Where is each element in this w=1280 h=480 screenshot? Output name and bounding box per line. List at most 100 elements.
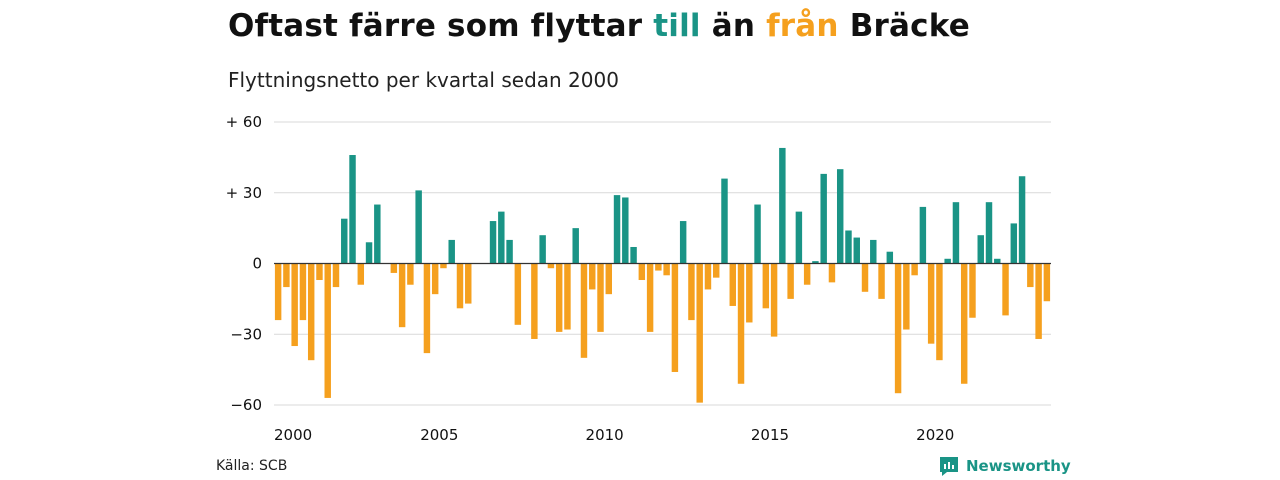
bar <box>977 235 984 264</box>
bar <box>845 230 852 264</box>
gridlines <box>274 121 1051 406</box>
bar <box>729 263 736 306</box>
bar <box>853 237 860 264</box>
y-tick-label: + 60 <box>226 113 262 131</box>
bar <box>316 263 323 281</box>
bar <box>539 235 546 264</box>
bar <box>547 263 555 269</box>
bar <box>423 263 431 354</box>
bar <box>324 263 331 398</box>
newsworthy-logo-icon <box>940 457 958 476</box>
bar <box>754 204 761 264</box>
y-tick-label: −30 <box>230 325 262 343</box>
x-tick-label: 2010 <box>586 426 624 444</box>
bar <box>630 246 637 264</box>
bar <box>1010 223 1018 264</box>
bar <box>415 190 422 264</box>
bar <box>762 263 770 309</box>
bar <box>465 263 472 304</box>
bar <box>638 263 646 281</box>
bar <box>498 211 505 264</box>
x-tick-label: 2005 <box>420 426 458 444</box>
bar <box>994 258 1001 264</box>
bar <box>622 197 629 264</box>
bar <box>283 263 290 288</box>
bar <box>696 263 703 403</box>
bars <box>274 147 1051 403</box>
bar <box>489 221 497 264</box>
bar <box>514 263 522 325</box>
bar <box>349 155 356 264</box>
axes: + 60 + 30 0 −30 −60 2000 2005 2010 2015 2020 <box>226 113 1051 444</box>
title-part-3: Bräcke <box>838 8 970 44</box>
bar <box>655 263 662 271</box>
bar <box>589 263 596 290</box>
chart-subtitle: Flyttningsnetto per kvartal sedan 2000 <box>228 68 619 92</box>
title-part-1: Oftast färre som flyttar <box>228 8 654 44</box>
bar <box>679 221 687 264</box>
bar <box>795 211 803 264</box>
title-part-2: än <box>700 8 767 44</box>
bar <box>812 261 819 264</box>
bar <box>1002 263 1009 316</box>
bar <box>713 263 720 278</box>
brand-logo: Newsworthy <box>938 455 1071 477</box>
bar <box>291 263 298 347</box>
bar <box>878 263 885 299</box>
bar <box>299 263 307 321</box>
bar <box>1043 263 1051 302</box>
bar <box>911 263 918 276</box>
bar <box>605 263 612 295</box>
bar <box>332 263 340 288</box>
bar <box>770 263 778 337</box>
bar <box>613 195 621 264</box>
bar <box>307 263 315 361</box>
bar <box>952 202 960 264</box>
bar <box>440 263 447 269</box>
bar <box>903 263 910 330</box>
bar <box>787 263 794 299</box>
bar <box>944 258 951 264</box>
bar <box>274 263 282 321</box>
bar <box>746 263 753 323</box>
bar <box>1018 176 1026 264</box>
x-tick-label: 2000 <box>274 426 312 444</box>
bar <box>960 263 968 384</box>
bar <box>531 263 538 339</box>
bar <box>597 263 604 332</box>
bar <box>704 263 712 290</box>
bar <box>820 173 827 264</box>
bar <box>721 178 728 264</box>
title-highlight-till: till <box>653 8 701 44</box>
bar <box>985 202 993 264</box>
bar <box>506 239 513 264</box>
bar <box>886 251 894 264</box>
bar <box>936 263 943 361</box>
y-tick-label: 0 <box>252 255 262 273</box>
source-note: Källa: SCB <box>216 458 288 474</box>
bar <box>927 263 935 344</box>
bar <box>1035 263 1042 339</box>
bar <box>870 239 877 264</box>
bar <box>663 263 670 276</box>
bar <box>555 263 563 332</box>
bar <box>341 218 348 264</box>
x-tick-label: 2015 <box>751 426 789 444</box>
bar <box>894 263 902 394</box>
bar <box>390 263 398 273</box>
bar <box>407 263 414 285</box>
bar <box>803 263 811 285</box>
bar <box>357 263 365 285</box>
bar <box>456 263 464 309</box>
bar <box>398 263 406 328</box>
bar <box>828 263 836 283</box>
bar <box>861 263 869 292</box>
bar <box>1027 263 1034 288</box>
chart-title: Oftast färre som flyttar till än från Br… <box>228 8 970 44</box>
bar <box>836 169 844 264</box>
y-tick-label: −60 <box>230 396 262 414</box>
x-tick-label: 2020 <box>916 426 954 444</box>
bar <box>737 263 745 384</box>
bar <box>448 239 455 264</box>
bar <box>646 263 654 332</box>
